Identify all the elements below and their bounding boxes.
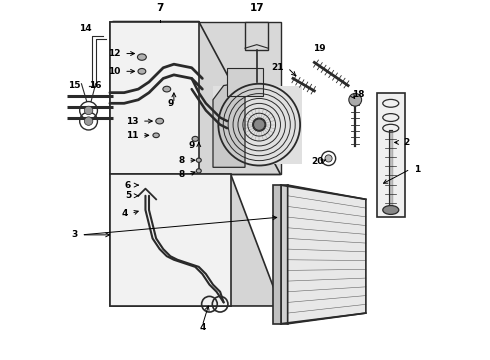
- Text: 1: 1: [414, 165, 420, 174]
- Ellipse shape: [156, 118, 164, 124]
- Text: 14: 14: [79, 24, 91, 33]
- Bar: [110, 22, 199, 175]
- Bar: [110, 22, 199, 175]
- Text: 9: 9: [189, 141, 195, 150]
- Text: 7: 7: [156, 3, 163, 13]
- Circle shape: [84, 117, 93, 125]
- Polygon shape: [114, 22, 281, 175]
- Text: 15: 15: [68, 81, 80, 90]
- Ellipse shape: [138, 68, 146, 74]
- Text: 16: 16: [89, 81, 102, 90]
- Circle shape: [349, 93, 362, 106]
- Circle shape: [253, 119, 265, 130]
- Text: 8: 8: [178, 170, 185, 179]
- Text: 3: 3: [72, 230, 78, 239]
- Text: 4: 4: [122, 209, 128, 218]
- Ellipse shape: [138, 54, 147, 60]
- Bar: [227, 68, 263, 96]
- Ellipse shape: [383, 206, 399, 215]
- Text: 18: 18: [352, 90, 364, 99]
- Text: 4: 4: [199, 323, 205, 332]
- Polygon shape: [114, 22, 281, 175]
- Text: 5: 5: [125, 191, 131, 200]
- Text: 6: 6: [125, 181, 131, 190]
- Polygon shape: [288, 185, 366, 324]
- Bar: [110, 175, 231, 306]
- Text: 21: 21: [271, 63, 284, 72]
- Text: 13: 13: [126, 117, 138, 126]
- Text: 20: 20: [311, 157, 323, 166]
- Text: 10: 10: [108, 67, 121, 76]
- Circle shape: [325, 155, 332, 162]
- Text: 12: 12: [108, 49, 121, 58]
- Circle shape: [84, 106, 93, 115]
- Ellipse shape: [196, 158, 201, 162]
- Bar: [110, 175, 231, 306]
- Text: 19: 19: [313, 44, 326, 53]
- Bar: [376, 93, 405, 217]
- Text: 17: 17: [250, 3, 265, 13]
- Bar: [213, 86, 302, 164]
- Polygon shape: [213, 82, 245, 167]
- Polygon shape: [114, 175, 281, 306]
- Bar: [273, 185, 281, 324]
- Text: 11: 11: [126, 131, 138, 140]
- Ellipse shape: [153, 133, 159, 138]
- Text: 9: 9: [168, 99, 174, 108]
- Ellipse shape: [192, 136, 198, 141]
- Bar: [245, 22, 268, 50]
- Ellipse shape: [196, 169, 201, 173]
- Text: 8: 8: [178, 156, 185, 165]
- Text: 2: 2: [403, 138, 410, 147]
- Ellipse shape: [163, 86, 171, 92]
- Polygon shape: [281, 185, 288, 324]
